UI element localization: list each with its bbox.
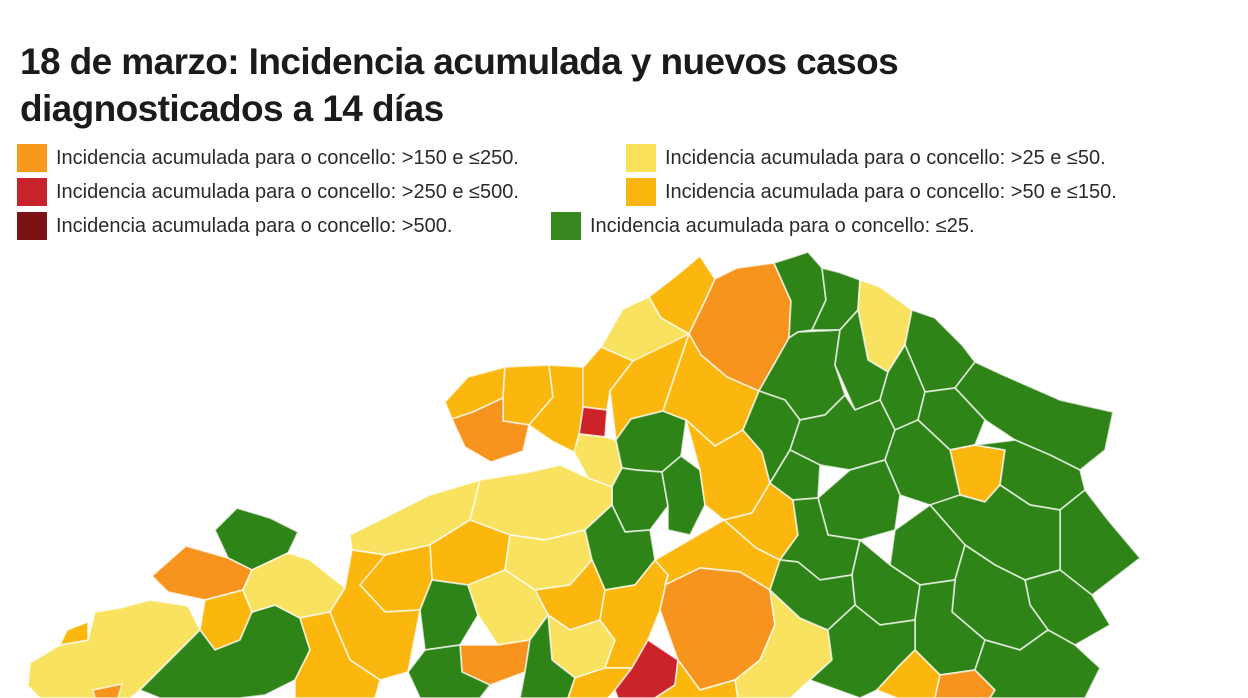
title-line-2: diagnosticados a 14 días (20, 87, 444, 129)
municipality-cell (578, 406, 608, 438)
legend-item-yellow: Incidencia acumulada para o concello: >2… (626, 141, 1106, 175)
legend-swatch-amber (626, 178, 656, 206)
municipality-cell (407, 644, 491, 698)
page-title: 18 de marzo: Incidencia acumulada y nuev… (20, 39, 1120, 133)
legend-swatch-dark-red (17, 212, 47, 240)
legend-swatch-yellow (626, 144, 656, 172)
legend-item-amber: Incidencia acumulada para o concello: >5… (626, 175, 1117, 209)
municipality-cell (884, 419, 961, 506)
legend-swatch-green (551, 212, 581, 240)
municipality-cell (654, 659, 739, 698)
legend-label-dark-red: Incidencia acumulada para o concello: >5… (56, 214, 453, 237)
map-svg (27, 251, 1141, 698)
municipality-cell (974, 629, 1101, 698)
legend-swatch-orange (17, 144, 47, 172)
legend-label-red: Incidencia acumulada para o concello: >2… (56, 180, 519, 203)
municipality-cell (519, 614, 576, 698)
title-line-1: 18 de marzo: Incidencia acumulada y nuev… (20, 40, 899, 82)
municipality-cell (27, 599, 201, 698)
legend-item-dark-red: Incidencia acumulada para o concello: >5… (17, 209, 551, 243)
legend-label-yellow: Incidencia acumulada para o concello: >2… (665, 146, 1106, 169)
legend-item-red: Incidencia acumulada para o concello: >2… (17, 175, 626, 209)
legend-label-orange: Incidencia acumulada para o concello: >1… (56, 146, 519, 169)
legend-item-green: Incidencia acumulada para o concello: ≤2… (551, 209, 975, 243)
municipality-cell (817, 459, 901, 541)
municipality-cell (92, 683, 123, 698)
legend-swatch-red (17, 178, 47, 206)
municipality-cell (528, 364, 584, 453)
municipality-cell (294, 611, 381, 698)
municipality-cell (876, 649, 941, 698)
galicia-choropleth-map (0, 250, 1248, 698)
legend-item-orange: Incidencia acumulada para o concello: >1… (17, 141, 626, 175)
legend-label-green: Incidencia acumulada para o concello: ≤2… (590, 214, 975, 237)
municipality-cell (661, 455, 706, 536)
municipality-cell (59, 621, 89, 646)
legend-label-amber: Incidencia acumulada para o concello: >5… (665, 180, 1117, 203)
legend: Incidencia acumulada para o concello: >1… (17, 141, 1233, 243)
